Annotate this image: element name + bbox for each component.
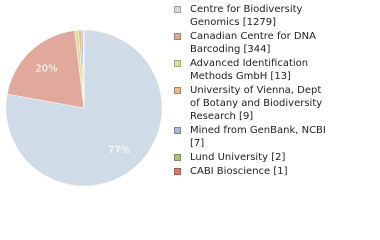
legend-label: Advanced Identification Methods GmbH [13…	[190, 58, 309, 82]
data-label: 20%	[35, 63, 57, 74]
legend-label: Canadian Centre for DNA Barcoding [344]	[190, 31, 316, 55]
legend-swatch	[174, 33, 181, 40]
legend-item: Mined from GenBank, NCBI [7]	[174, 124, 374, 150]
legend-label: CABI Bioscience [1]	[190, 166, 288, 177]
legend-label: University of Vienna, Dept of Botany and…	[190, 85, 323, 122]
legend-label: Mined from GenBank, NCBI [7]	[190, 125, 326, 149]
legend: Centre for Biodiversity Genomics [1279] C…	[174, 3, 374, 178]
legend-item: Lund University [2]	[174, 151, 374, 164]
legend-item: Canadian Centre for DNA Barcoding [344]	[174, 30, 374, 56]
legend-swatch	[174, 87, 181, 94]
pie: 77% 20%	[5, 29, 163, 187]
legend-label: Lund University [2]	[190, 152, 286, 163]
legend-item: Centre for Biodiversity Genomics [1279]	[174, 3, 374, 29]
legend-swatch	[174, 60, 181, 67]
legend-item: University of Vienna, Dept of Botany and…	[174, 84, 374, 123]
legend-swatch	[174, 154, 181, 161]
legend-swatch	[174, 127, 181, 134]
legend-item: CABI Bioscience [1]	[174, 165, 374, 178]
pie-slice	[6, 30, 85, 109]
data-label: 77%	[108, 145, 130, 156]
pie-slice	[5, 29, 163, 187]
legend-swatch	[174, 6, 181, 13]
legend-swatch	[174, 168, 181, 175]
legend-item: Advanced Identification Methods GmbH [13…	[174, 57, 374, 83]
legend-label: Centre for Biodiversity Genomics [1279]	[190, 4, 303, 28]
